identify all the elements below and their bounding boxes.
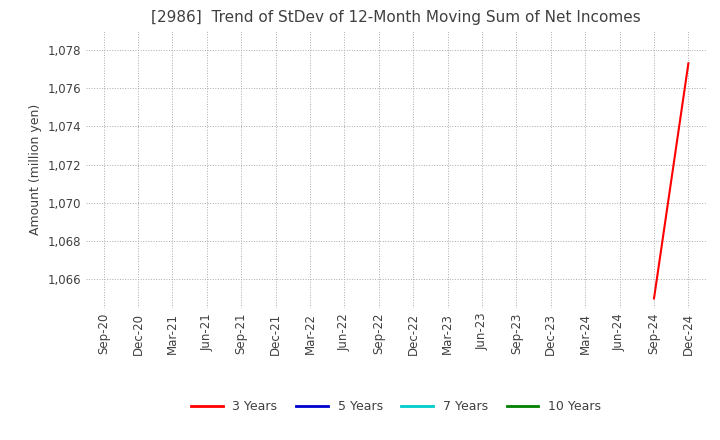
- Legend: 3 Years, 5 Years, 7 Years, 10 Years: 3 Years, 5 Years, 7 Years, 10 Years: [186, 395, 606, 418]
- Title: [2986]  Trend of StDev of 12-Month Moving Sum of Net Incomes: [2986] Trend of StDev of 12-Month Moving…: [151, 11, 641, 26]
- Y-axis label: Amount (million yen): Amount (million yen): [30, 104, 42, 235]
